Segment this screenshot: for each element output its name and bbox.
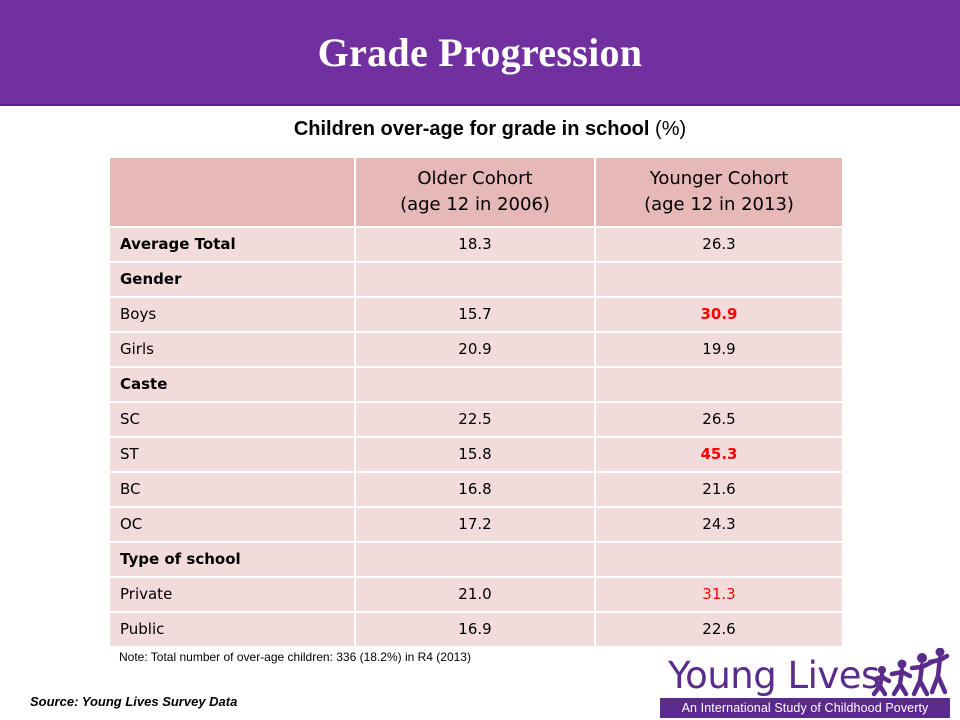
younger-value: 22.6 [594,611,844,648]
row-label: Boys [108,296,356,333]
younger-value [594,261,844,298]
younger-value-highlight: 30.9 [594,296,844,333]
table-row: Gender [108,261,844,298]
table-row: Average Total 18.3 26.3 [108,226,844,263]
logo-tagline: An International Study of Childhood Pove… [660,698,950,718]
table-caption-text: Children over-age for grade in school [293,118,650,140]
younger-value: 19.9 [594,331,844,368]
younger-value-highlight: 45.3 [594,436,844,473]
section-label: Type of school [108,541,356,578]
table-row: Girls 20.9 19.9 [108,331,844,368]
table-row: OC 17.2 24.3 [108,506,844,543]
older-value: 18.3 [354,226,596,263]
younger-value: 21.6 [594,471,844,508]
row-label: Private [108,576,356,613]
table-row: Boys 15.7 30.9 [108,296,844,333]
younger-value [594,366,844,403]
older-value: 16.9 [354,611,596,648]
row-label: Public [108,611,356,648]
older-value: 15.7 [354,296,596,333]
header-younger-cohort-age: (age 12 in 2013) [644,194,794,215]
table-row: SC 22.5 26.5 [108,401,844,438]
older-value: 21.0 [354,576,596,613]
title-bar: Grade Progression [0,0,960,106]
header-younger-cohort: Younger Cohort (age 12 in 2013) [594,156,844,228]
source-citation: Source: Young Lives Survey Data [30,694,238,709]
header-older-cohort-age: (age 12 in 2006) [400,194,550,215]
data-table: Older Cohort (age 12 in 2006) Younger Co… [108,156,844,648]
older-value: 22.5 [354,401,596,438]
header-younger-cohort-title: Younger Cohort [649,167,789,189]
table-note: Note: Total number of over-age children:… [119,650,471,664]
younger-value [594,541,844,578]
header-older-cohort-title: Older Cohort [417,167,533,189]
table-caption: Children over-age for grade in school (%… [0,118,960,141]
older-value: 17.2 [354,506,596,543]
table-caption-unit: (%) [655,118,687,140]
younger-value: 26.3 [594,226,844,263]
older-value: 15.8 [354,436,596,473]
older-value: 20.9 [354,331,596,368]
row-label: Average Total [108,226,356,263]
table-row: Caste [108,366,844,403]
header-older-cohort: Older Cohort (age 12 in 2006) [354,156,596,228]
row-label: OC [108,506,356,543]
row-label: SC [108,401,356,438]
row-label: BC [108,471,356,508]
slide-title: Grade Progression [317,29,643,75]
older-value [354,541,596,578]
table-row: ST 15.8 45.3 [108,436,844,473]
young-lives-logo: Young Lives An International Study of Ch… [660,648,952,718]
row-label: Girls [108,331,356,368]
table-row: Private 21.0 31.3 [108,576,844,613]
header-empty-cell [108,156,356,228]
older-value: 16.8 [354,471,596,508]
section-label: Gender [108,261,356,298]
table-row: Type of school [108,541,844,578]
younger-value: 24.3 [594,506,844,543]
younger-value: 26.5 [594,401,844,438]
table-header-row: Older Cohort (age 12 in 2006) Younger Co… [108,156,844,228]
logo-name: Young Lives [668,654,880,697]
table-row: BC 16.8 21.6 [108,471,844,508]
row-label: ST [108,436,356,473]
section-label: Caste [108,366,356,403]
older-value [354,261,596,298]
children-figures-icon [871,648,950,697]
younger-value-highlight: 31.3 [594,576,844,613]
table-row: Public 16.9 22.6 [108,611,844,648]
older-value [354,366,596,403]
